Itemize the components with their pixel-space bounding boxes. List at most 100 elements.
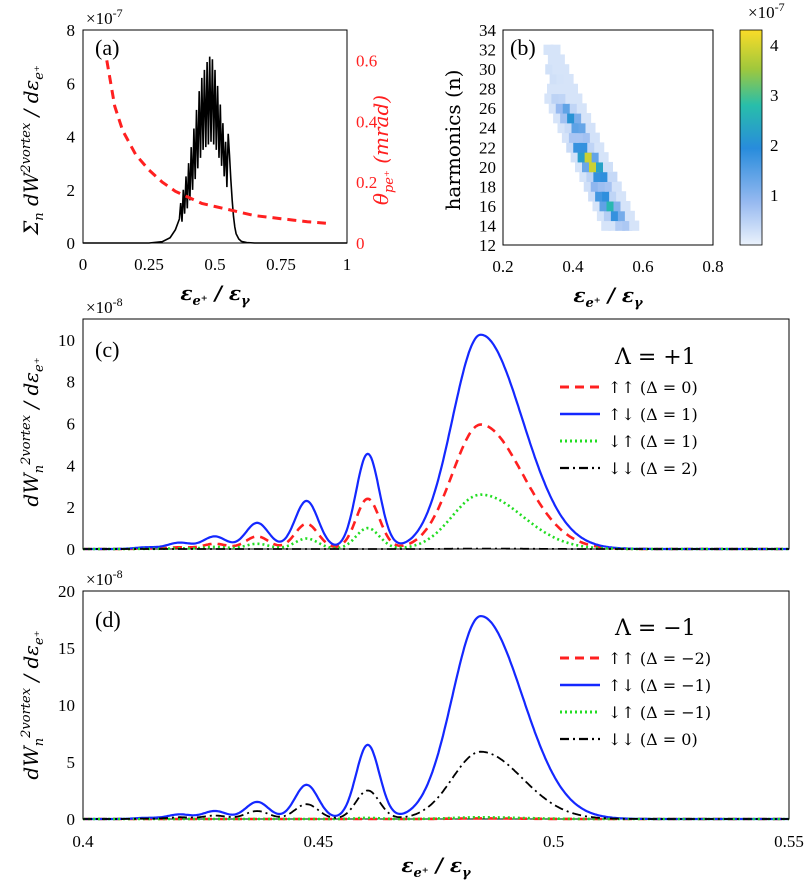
d-legend-label-1: ↑↓ (Δ = −1) bbox=[608, 676, 711, 695]
panel-b-cell-37 bbox=[584, 152, 595, 163]
panel-b-cell-69 bbox=[572, 93, 583, 104]
d-x-tick-3: 0.55 bbox=[774, 832, 804, 851]
panel-b-cell-42 bbox=[580, 142, 591, 153]
panel-c-label: (c) bbox=[95, 337, 119, 362]
panel-b-frame bbox=[502, 29, 714, 246]
panel-b-y-tick-1: 14 bbox=[479, 216, 497, 235]
panel-c-plot bbox=[83, 333, 789, 551]
panel-c: (c) ×10-8 Λ = +1 ↑↑ (Δ = 0) ↑↓ (Δ = 1) ↓↑ … bbox=[19, 295, 790, 559]
colorbar-tick-0: 1 bbox=[770, 186, 779, 205]
panel-b-cell-52 bbox=[571, 122, 582, 134]
colorbar-tick-1: 2 bbox=[770, 136, 779, 155]
c-legend-label-3: ↓↓ (Δ = 2) bbox=[608, 459, 698, 478]
colorbar-tick-2: 3 bbox=[770, 86, 779, 105]
panel-b-xticks: 0.2 0.4 0.6 0.8 bbox=[492, 257, 723, 276]
c-legend-label-0: ↑↑ (Δ = 0) bbox=[608, 378, 698, 397]
panel-b-cell-40 bbox=[566, 142, 577, 153]
panel-a-xticks: 0 0.25 0.5 0.75 1 bbox=[79, 255, 352, 274]
panel-b-cell-3 bbox=[622, 220, 633, 231]
panel-a-series-0 bbox=[83, 56, 347, 244]
panel-a-y-tick-2: 4 bbox=[67, 128, 76, 147]
panel-b-cell-21 bbox=[590, 181, 601, 192]
d-legend-label-0: ↑↑ (Δ = −2) bbox=[608, 649, 711, 668]
panel-b-ylabel: harmonics (n) bbox=[441, 70, 465, 211]
panel-b-cell-17 bbox=[602, 191, 613, 202]
panel-b-x-tick-0: 0.2 bbox=[492, 257, 513, 276]
panel-b-cell-47 bbox=[575, 132, 586, 143]
panel-b-y-tick-6: 24 bbox=[479, 119, 497, 138]
panel-b-cell-48 bbox=[582, 132, 593, 143]
panel-b-cell-5 bbox=[596, 210, 607, 222]
panel-b-y-tick-5: 22 bbox=[479, 138, 496, 157]
c-y-tick-1: 2 bbox=[67, 498, 76, 517]
panel-b: (b) 0.2 0.4 0.6 0.8 12141618202224262830323… bbox=[441, 0, 785, 311]
c-y-tick-5: 10 bbox=[58, 331, 75, 350]
panel-b-cell-28 bbox=[600, 171, 611, 182]
panel-a-series-1 bbox=[105, 60, 327, 225]
panel-b-cell-34 bbox=[603, 161, 613, 173]
panel-d-yticks: 0 5 10 15 20 bbox=[58, 582, 75, 829]
panel-b-cell-73 bbox=[568, 83, 578, 95]
panel-a-x-tick-3: 0.75 bbox=[266, 255, 296, 274]
c-y-tick-2: 4 bbox=[67, 456, 76, 475]
panel-b-cell-51 bbox=[564, 122, 575, 134]
panel-b-cell-24 bbox=[611, 181, 622, 192]
panel-b-cell-20 bbox=[583, 181, 594, 192]
d-y-tick-4: 20 bbox=[58, 582, 75, 601]
panel-b-cell-39 bbox=[598, 152, 609, 163]
panel-b-cell-19 bbox=[616, 191, 627, 202]
panel-b-cell-62 bbox=[562, 103, 573, 114]
d-y-tick-1: 5 bbox=[67, 753, 76, 772]
panel-b-y-tick-11: 34 bbox=[479, 21, 497, 40]
panel-b-colorbar: 1 2 3 4 bbox=[739, 29, 779, 246]
panel-a-ry-tick-0: 0 bbox=[356, 234, 365, 253]
panel-b-cell-25 bbox=[579, 171, 590, 182]
c-y-tick-4: 8 bbox=[67, 373, 76, 392]
panel-b-x-tick-2: 0.6 bbox=[632, 257, 653, 276]
panel-b-cell-68 bbox=[565, 93, 576, 104]
panel-b-cell-57 bbox=[567, 113, 578, 124]
panel-d-title: Λ = −1 bbox=[614, 616, 696, 641]
panel-b-cell-41 bbox=[573, 142, 584, 153]
panel-b-cell-56 bbox=[560, 113, 571, 124]
panel-b-cell-58 bbox=[574, 113, 585, 124]
panel-b-x-tick-3: 0.8 bbox=[702, 257, 723, 276]
c-y-tick-3: 6 bbox=[67, 415, 76, 434]
panel-a-ry-tick-1: 0.2 bbox=[356, 173, 377, 192]
c-series-2 bbox=[83, 493, 789, 551]
panel-b-colorbar-exponent: ×10-7 bbox=[748, 0, 785, 22]
panel-b-cell-63 bbox=[569, 103, 580, 114]
panel-a-frame bbox=[82, 29, 348, 244]
panel-b-cell-72 bbox=[561, 83, 571, 95]
d-y-tick-0: 0 bbox=[67, 810, 76, 829]
panel-b-cell-10 bbox=[592, 201, 603, 212]
panel-b-cell-82 bbox=[543, 44, 554, 55]
panel-b-cell-33 bbox=[596, 161, 606, 173]
d-x-tick-2: 0.5 bbox=[543, 832, 564, 851]
panel-c-yticks: 0 2 4 6 8 10 bbox=[58, 331, 76, 559]
panel-a-y-tick-3: 6 bbox=[67, 74, 76, 93]
panel-b-cell-12 bbox=[606, 201, 617, 212]
panel-a-label: (a) bbox=[95, 35, 119, 60]
panel-b-y-tick-3: 18 bbox=[479, 177, 496, 196]
panel-b-cell-16 bbox=[595, 191, 606, 202]
panel-b-cell-6 bbox=[603, 210, 614, 222]
panel-b-cell-46 bbox=[568, 132, 579, 143]
panel-b-y-tick-10: 32 bbox=[479, 41, 496, 60]
panel-b-y-tick-8: 28 bbox=[479, 80, 496, 99]
panel-b-cell-36 bbox=[577, 152, 588, 163]
panel-a-x-tick-4: 1 bbox=[343, 255, 352, 274]
d-legend-label-2: ↓↑ (Δ = −1) bbox=[608, 703, 711, 722]
panel-b-heatmap bbox=[543, 44, 640, 231]
panel-a-ry-tick-2: 0.4 bbox=[356, 112, 378, 131]
panel-d-label: (d) bbox=[95, 607, 121, 632]
panel-a-y-tick-1: 2 bbox=[67, 181, 76, 200]
panel-b-x-tick-1: 0.4 bbox=[562, 257, 584, 276]
colorbar-gradient bbox=[739, 29, 763, 246]
c-legend-label-2: ↓↑ (Δ = 1) bbox=[608, 432, 698, 451]
panel-a-right-yticks: 0 0.2 0.4 0.6 bbox=[356, 51, 378, 253]
c-legend-label-1: ↑↓ (Δ = 1) bbox=[608, 405, 698, 424]
panel-a: (a) ×10-7 0 0.25 0.5 0.75 1 0 2 4 6 8 0 0.2 0.4 0.6… bbox=[19, 6, 397, 309]
panel-b-cell-55 bbox=[553, 113, 564, 124]
